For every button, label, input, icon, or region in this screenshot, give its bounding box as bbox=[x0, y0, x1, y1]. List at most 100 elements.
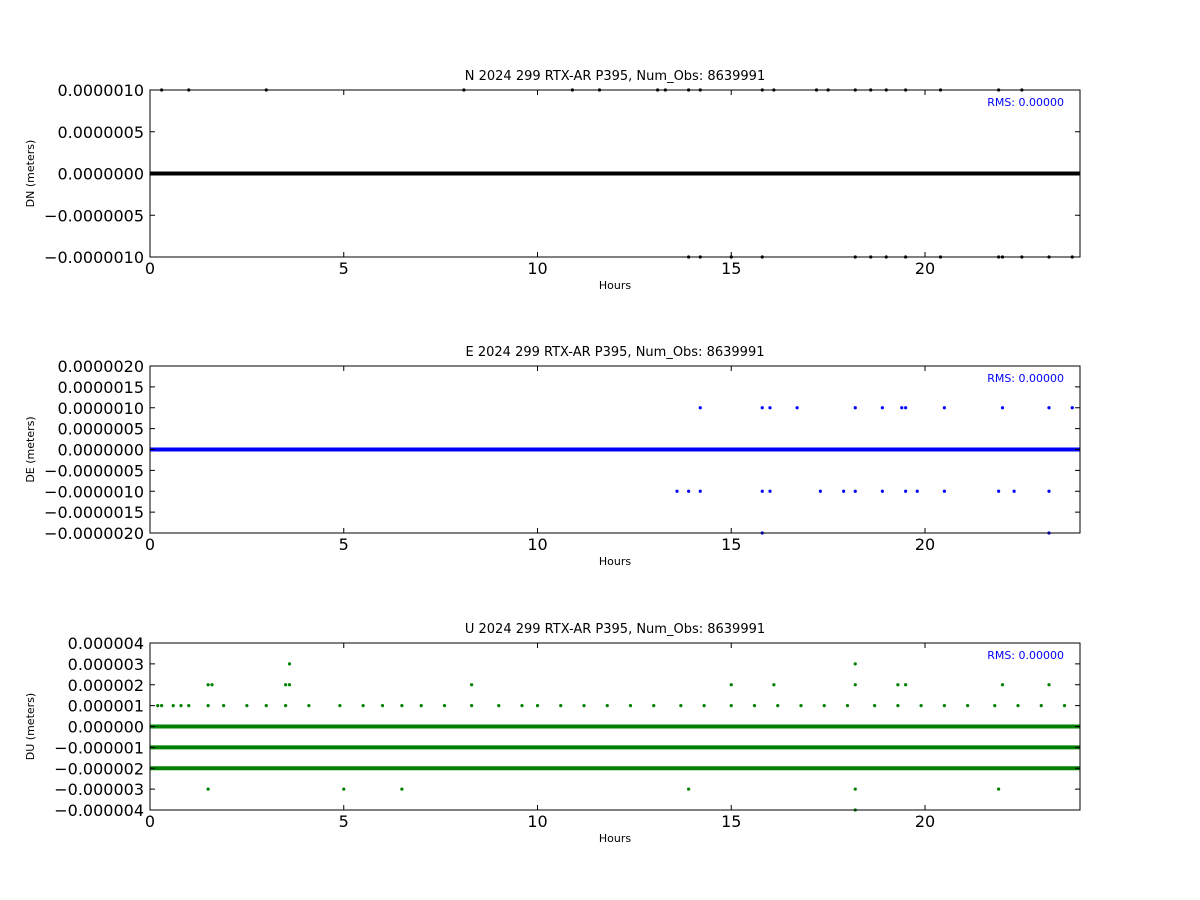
up-y-tick-label: 0.000001 bbox=[68, 697, 144, 716]
up-data-layer bbox=[150, 662, 1080, 812]
up-data-point bbox=[442, 704, 447, 708]
east-data-point bbox=[904, 489, 908, 493]
up-data-point bbox=[679, 704, 683, 708]
up-data-point bbox=[822, 704, 826, 708]
east-data-point bbox=[942, 489, 946, 493]
up-data-point bbox=[264, 704, 268, 708]
east-y-tick-label: 0.0000000 bbox=[57, 441, 144, 460]
up-data-point bbox=[1039, 704, 1043, 708]
up-data-point bbox=[772, 683, 776, 687]
up-data-point bbox=[342, 787, 346, 791]
east-panel: E 2024 299 RTX-AR P395, Num_Obs: 8639991… bbox=[24, 345, 1081, 568]
up-data-point bbox=[582, 704, 586, 708]
north-x-tick-label: 15 bbox=[721, 259, 741, 278]
up-data-point bbox=[470, 704, 474, 708]
up-data-point bbox=[287, 662, 292, 666]
up-data-point bbox=[776, 704, 780, 708]
up-data-point bbox=[559, 704, 563, 708]
up-y-tick-label: −0.000003 bbox=[54, 780, 144, 799]
up-data-point bbox=[845, 704, 850, 708]
up-x-tick-label: 10 bbox=[527, 812, 547, 831]
east-y-axis-label: DE (meters) bbox=[24, 416, 37, 482]
east-x-tick-label: 5 bbox=[339, 535, 349, 554]
east-data-point bbox=[768, 406, 772, 410]
up-y-axis-label: DU (meters) bbox=[24, 693, 37, 760]
north-y-tick-label: 0.0000005 bbox=[57, 123, 144, 142]
up-data-point bbox=[419, 704, 423, 708]
up-data-point bbox=[729, 704, 733, 708]
up-data-point bbox=[896, 704, 900, 708]
east-x-tick-label: 0 bbox=[145, 535, 155, 554]
east-x-tick-label: 10 bbox=[527, 535, 547, 554]
east-x-axis-label: Hours bbox=[599, 555, 631, 568]
up-data-point bbox=[853, 683, 857, 687]
north-y-tick-label: −0.0000010 bbox=[44, 248, 144, 267]
up-data-point bbox=[400, 787, 404, 791]
east-data-point bbox=[675, 489, 679, 493]
up-x-axis-label: Hours bbox=[599, 832, 631, 845]
up-y-tick-label: 0.000002 bbox=[68, 676, 144, 695]
north-x-tick-label: 0 bbox=[145, 259, 155, 278]
north-data-layer bbox=[150, 88, 1080, 259]
north-chart-title: N 2024 299 RTX-AR P395, Num_Obs: 8639991 bbox=[465, 69, 765, 84]
east-y-tick-label: 0.0000015 bbox=[57, 378, 144, 397]
east-y-tick-label: −0.0000010 bbox=[44, 482, 144, 501]
east-data-point bbox=[904, 406, 908, 410]
east-y-tick-label: −0.0000020 bbox=[44, 524, 144, 543]
east-y-tick-label: −0.0000015 bbox=[44, 503, 144, 522]
east-x-tick-label: 15 bbox=[721, 535, 741, 554]
up-data-point bbox=[497, 704, 501, 708]
up-data-point bbox=[206, 787, 210, 791]
north-rms-annotation: RMS: 0.00000 bbox=[987, 96, 1064, 109]
up-data-point bbox=[284, 704, 288, 708]
up-data-point bbox=[206, 683, 210, 687]
up-x-tick-label: 5 bbox=[339, 812, 349, 831]
up-data-point bbox=[245, 704, 249, 708]
north-x-tick-label: 20 bbox=[915, 259, 935, 278]
north-x-tick-label: 5 bbox=[339, 259, 349, 278]
north-panel: N 2024 299 RTX-AR P395, Num_Obs: 8639991… bbox=[24, 69, 1081, 292]
up-data-point bbox=[535, 704, 540, 708]
up-y-tick-label: −0.000004 bbox=[54, 801, 144, 820]
up-data-point bbox=[210, 683, 214, 687]
east-y-tick-label: −0.0000005 bbox=[44, 461, 144, 480]
up-data-point bbox=[1062, 704, 1067, 708]
up-data-point bbox=[919, 704, 923, 708]
up-y-tick-label: 0.000003 bbox=[68, 655, 144, 674]
up-panel: U 2024 299 RTX-AR P395, Num_Obs: 8639991… bbox=[24, 622, 1081, 845]
up-y-tick-label: −0.000001 bbox=[54, 738, 144, 757]
up-data-point bbox=[179, 704, 183, 708]
east-data-point bbox=[687, 489, 691, 493]
east-y-tick-label: 0.0000020 bbox=[57, 357, 144, 376]
up-rms-annotation: RMS: 0.00000 bbox=[987, 649, 1064, 662]
east-data-point bbox=[1047, 406, 1051, 410]
east-chart-title: E 2024 299 RTX-AR P395, Num_Obs: 8639991 bbox=[466, 345, 765, 360]
up-data-point bbox=[853, 787, 857, 791]
east-data-point bbox=[880, 406, 884, 410]
north-x-tick-label: 10 bbox=[527, 259, 547, 278]
up-data-point bbox=[702, 704, 706, 708]
up-y-tick-label: −0.000002 bbox=[54, 759, 144, 778]
up-data-point bbox=[993, 704, 997, 708]
east-data-point bbox=[1000, 406, 1005, 410]
up-data-point bbox=[997, 787, 1001, 791]
up-data-point bbox=[628, 704, 633, 708]
east-data-point bbox=[880, 489, 884, 493]
north-y-tick-label: 0.0000000 bbox=[57, 165, 144, 184]
east-data-point bbox=[760, 406, 764, 410]
east-data-point bbox=[997, 489, 1001, 493]
up-data-point bbox=[873, 704, 877, 708]
up-x-tick-label: 15 bbox=[721, 812, 741, 831]
east-data-point bbox=[842, 489, 846, 493]
up-data-point bbox=[1016, 704, 1020, 708]
up-data-point bbox=[853, 662, 857, 666]
up-data-point bbox=[1047, 683, 1051, 687]
east-y-tick-label: 0.0000010 bbox=[57, 399, 144, 418]
east-data-point bbox=[1070, 406, 1074, 410]
up-data-point bbox=[752, 704, 757, 708]
east-data-point bbox=[818, 489, 822, 493]
up-data-point bbox=[284, 683, 288, 687]
east-data-point bbox=[1047, 489, 1051, 493]
east-data-point bbox=[853, 489, 857, 493]
